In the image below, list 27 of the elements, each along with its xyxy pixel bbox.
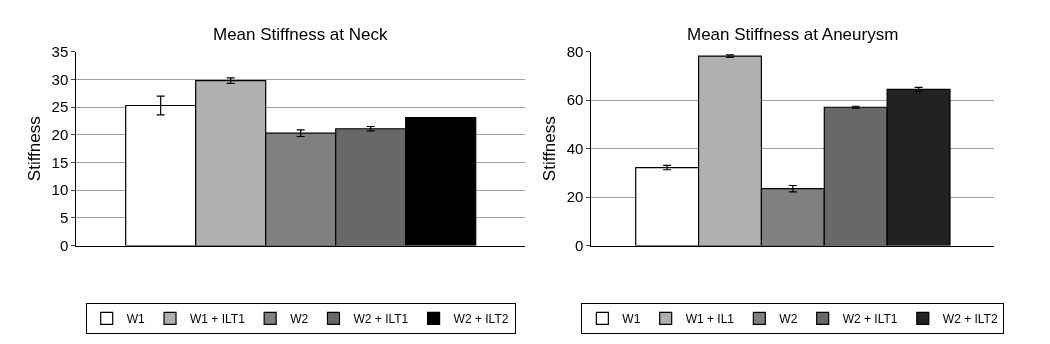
legend-label: W2 + ILT2 — [942, 312, 998, 327]
legend-label: W2 — [779, 312, 798, 327]
y-tick-label: 30 — [51, 70, 69, 88]
legend-label: W2 + ILT1 — [353, 312, 409, 327]
y-tick-label: 0 — [575, 236, 584, 254]
legend-label: W1 + IL1 — [685, 312, 735, 327]
y-tick-label: 40 — [566, 139, 584, 157]
y-tick-label: 35 — [51, 43, 69, 61]
legend-label: W2 — [290, 312, 309, 327]
y-tick-label: 20 — [566, 188, 584, 206]
y-axis-title: Stiffness — [25, 116, 45, 182]
y-tick-label: 10 — [51, 181, 69, 199]
legend-label: W1 — [622, 312, 641, 327]
chart-title: Mean Stiffness at Neck — [213, 25, 388, 44]
y-tick-label: 80 — [566, 43, 584, 61]
y-tick-label: 0 — [59, 236, 69, 254]
y-tick-label: 5 — [59, 209, 69, 227]
y-axis-title: Stiffness — [540, 116, 560, 182]
legend-label: W1 + ILT1 — [190, 312, 246, 327]
y-tick-label: 25 — [51, 98, 69, 116]
chart-title: Mean Stiffness at Aneurysm — [687, 25, 899, 44]
y-tick-label: 15 — [51, 153, 69, 171]
y-tick-label: 20 — [51, 126, 69, 144]
y-tick-label: 60 — [566, 91, 584, 109]
legend-label: W2 + ILT2 — [453, 312, 509, 327]
legend-label: W2 + ILT1 — [842, 312, 898, 327]
legend-label: W1 — [126, 312, 146, 327]
